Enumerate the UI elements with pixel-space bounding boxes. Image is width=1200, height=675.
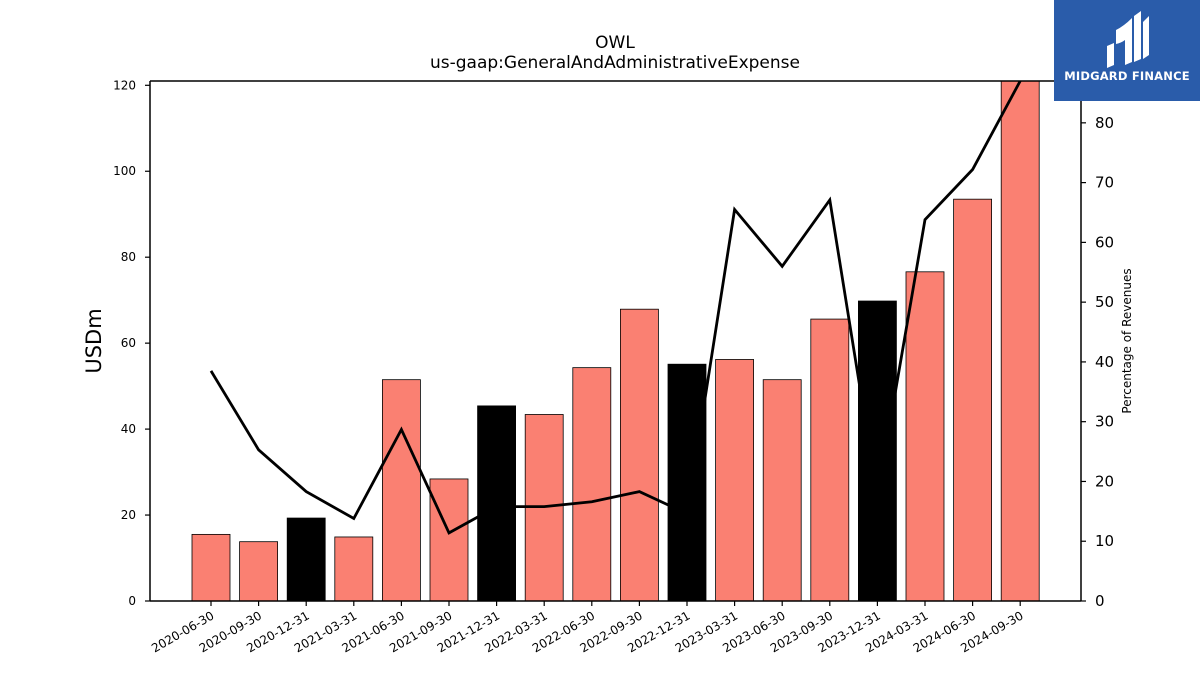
line-series-percentage xyxy=(209,81,1022,535)
y-axis-label-left: USDm xyxy=(82,308,106,373)
y-tick-label-left: 100 xyxy=(113,164,136,178)
bar-2020-09-30 xyxy=(239,541,279,601)
bar-2022-12-31 xyxy=(667,363,707,601)
y-axis-label-right: Percentage of Revenues xyxy=(1120,268,1134,413)
bar-2022-06-30 xyxy=(572,367,612,601)
bar-2021-09-30 xyxy=(429,478,469,601)
y-tick-label-right: 80 xyxy=(1095,114,1114,132)
y-tick-label-left: 120 xyxy=(113,78,136,92)
y-tick-label-right: 70 xyxy=(1095,174,1114,192)
y-tick-label-left: 20 xyxy=(121,508,136,522)
y-tick-label-left: 0 xyxy=(128,594,136,608)
bar-2023-03-31 xyxy=(715,359,754,601)
bar-2020-12-31 xyxy=(286,517,326,601)
y-tick-label-right: 20 xyxy=(1095,472,1114,490)
bar-2021-03-31 xyxy=(334,536,374,601)
y-tick-label-right: 60 xyxy=(1095,233,1114,251)
bar-2023-09-30 xyxy=(810,318,850,601)
bar-2021-12-31 xyxy=(477,405,517,601)
bars-group xyxy=(191,81,1040,601)
bar-2024-06-30 xyxy=(953,198,992,601)
bar-2023-12-31 xyxy=(858,300,897,601)
logo-text: MIDGARD FINANCE xyxy=(1064,69,1190,83)
line-group xyxy=(209,81,1022,535)
y-tick-label-right: 40 xyxy=(1095,353,1114,371)
y-tick-label-left: 80 xyxy=(121,250,136,264)
y-tick-label-right: 50 xyxy=(1095,293,1114,311)
y-tick-label-right: 10 xyxy=(1095,532,1114,550)
bar-2020-06-30 xyxy=(191,533,231,601)
bar-2024-09-30 xyxy=(1000,81,1040,601)
chart-subtitle: us-gaap:GeneralAndAdministrativeExpense xyxy=(430,53,800,73)
y-tick-label-right: 30 xyxy=(1095,413,1114,431)
bar-2023-06-30 xyxy=(762,379,802,601)
brand-logo: MIDGARD FINANCE xyxy=(1054,0,1200,101)
bar-2022-09-30 xyxy=(620,308,659,601)
chart-title: OWL xyxy=(595,33,635,53)
y-tick-label-right: 0 xyxy=(1095,592,1105,610)
y-tick-label-left: 40 xyxy=(121,422,136,436)
y-tick-label-left: 60 xyxy=(121,336,136,350)
bar-2024-03-31 xyxy=(905,271,945,601)
logo-mark-icon xyxy=(1107,11,1149,68)
bar-2021-06-30 xyxy=(381,379,421,601)
